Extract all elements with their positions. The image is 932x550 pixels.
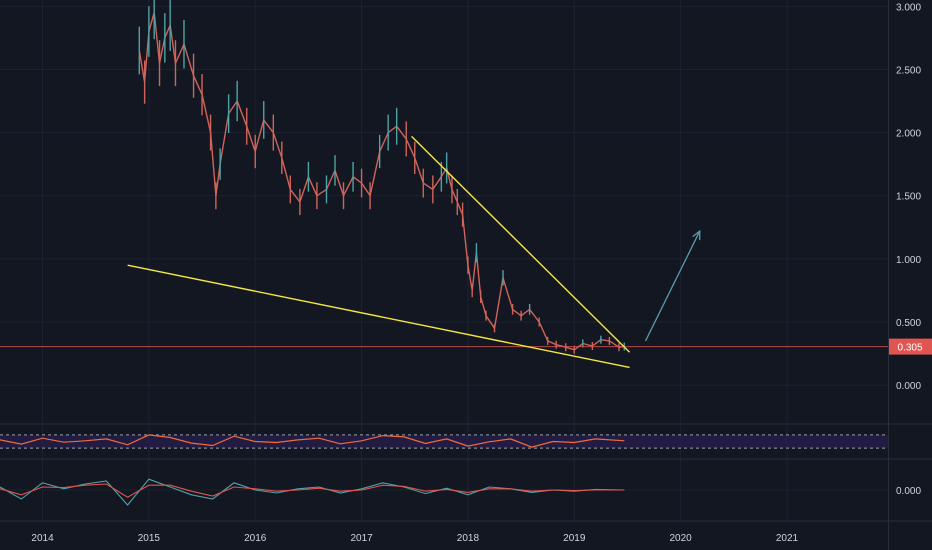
x-tick-label: 2019: [563, 533, 586, 544]
x-tick-label: 2017: [350, 533, 373, 544]
x-tick-label: 2015: [138, 533, 161, 544]
x-tick-label: 2018: [457, 533, 480, 544]
trendline[interactable]: [127, 264, 630, 369]
trendline[interactable]: [411, 135, 631, 353]
rsi-band: [0, 434, 888, 449]
y-tick-label: 2.000: [896, 129, 921, 140]
rsi-line: [0, 434, 625, 448]
macd-signal-line: [0, 483, 625, 498]
projection-arrow[interactable]: [644, 230, 701, 342]
projection-arrowhead: [692, 229, 701, 241]
y-tick-label: 1.000: [896, 255, 921, 266]
x-tick-label: 2014: [31, 533, 54, 544]
current-price-tag: [889, 338, 932, 355]
current-price-label: 0.305: [897, 343, 922, 354]
x-tick-label: 2021: [776, 533, 799, 544]
y-tick-label: 2.500: [896, 65, 921, 76]
macd-y-tick-label: 0.000: [896, 486, 921, 497]
x-tick-label: 2016: [244, 533, 267, 544]
y-tick-label: 0.000: [896, 381, 921, 392]
y-tick-label: 3.000: [896, 2, 921, 13]
y-tick-label: 1.500: [896, 192, 921, 203]
y-tick-label: 0.500: [896, 318, 921, 329]
x-tick-label: 2020: [669, 533, 692, 544]
price-series-line: [138, 11, 625, 351]
